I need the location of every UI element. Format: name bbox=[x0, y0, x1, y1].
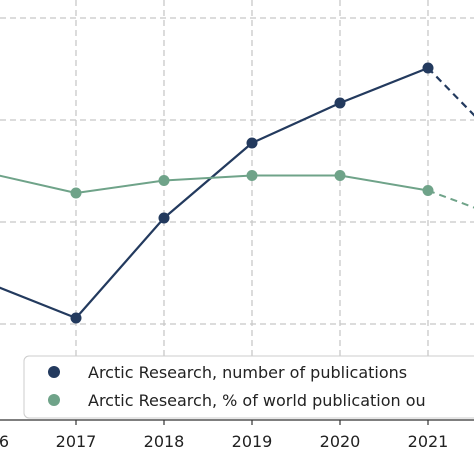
series-line-0 bbox=[0, 66, 429, 320]
legend: Arctic Research, number of publications … bbox=[23, 355, 474, 419]
legend-box bbox=[23, 355, 474, 419]
x-tick-label: 2020 bbox=[320, 432, 361, 451]
x-tick-label: 2018 bbox=[144, 432, 185, 451]
series-projection-1 bbox=[427, 189, 474, 209]
data-point bbox=[334, 97, 346, 109]
data-point bbox=[70, 187, 82, 199]
data-point bbox=[158, 212, 170, 224]
series-line-1 bbox=[0, 174, 429, 194]
legend-label-publications: Arctic Research, number of publications bbox=[88, 363, 407, 382]
x-tick-label: 2021 bbox=[408, 432, 449, 451]
x-tick-label: 2019 bbox=[232, 432, 273, 451]
series-projection-0 bbox=[427, 67, 474, 117]
data-point bbox=[246, 170, 258, 181]
legend-label-percent: Arctic Research, % of world publication … bbox=[88, 391, 426, 410]
x-tick-label: 6 bbox=[0, 432, 9, 451]
legend-marker-publications bbox=[48, 366, 60, 378]
axis-spine bbox=[0, 419, 474, 425]
x-tick-label: 2017 bbox=[56, 432, 97, 451]
data-point bbox=[246, 137, 258, 149]
series-layer bbox=[0, 62, 474, 324]
data-point bbox=[70, 312, 82, 324]
data-point bbox=[158, 175, 170, 186]
data-point bbox=[422, 62, 434, 74]
x-tick-labels: 6 2017 2018 2019 2020 2021 bbox=[0, 432, 448, 451]
data-point bbox=[422, 185, 434, 196]
legend-marker-percent bbox=[48, 394, 60, 406]
data-point bbox=[334, 170, 346, 181]
